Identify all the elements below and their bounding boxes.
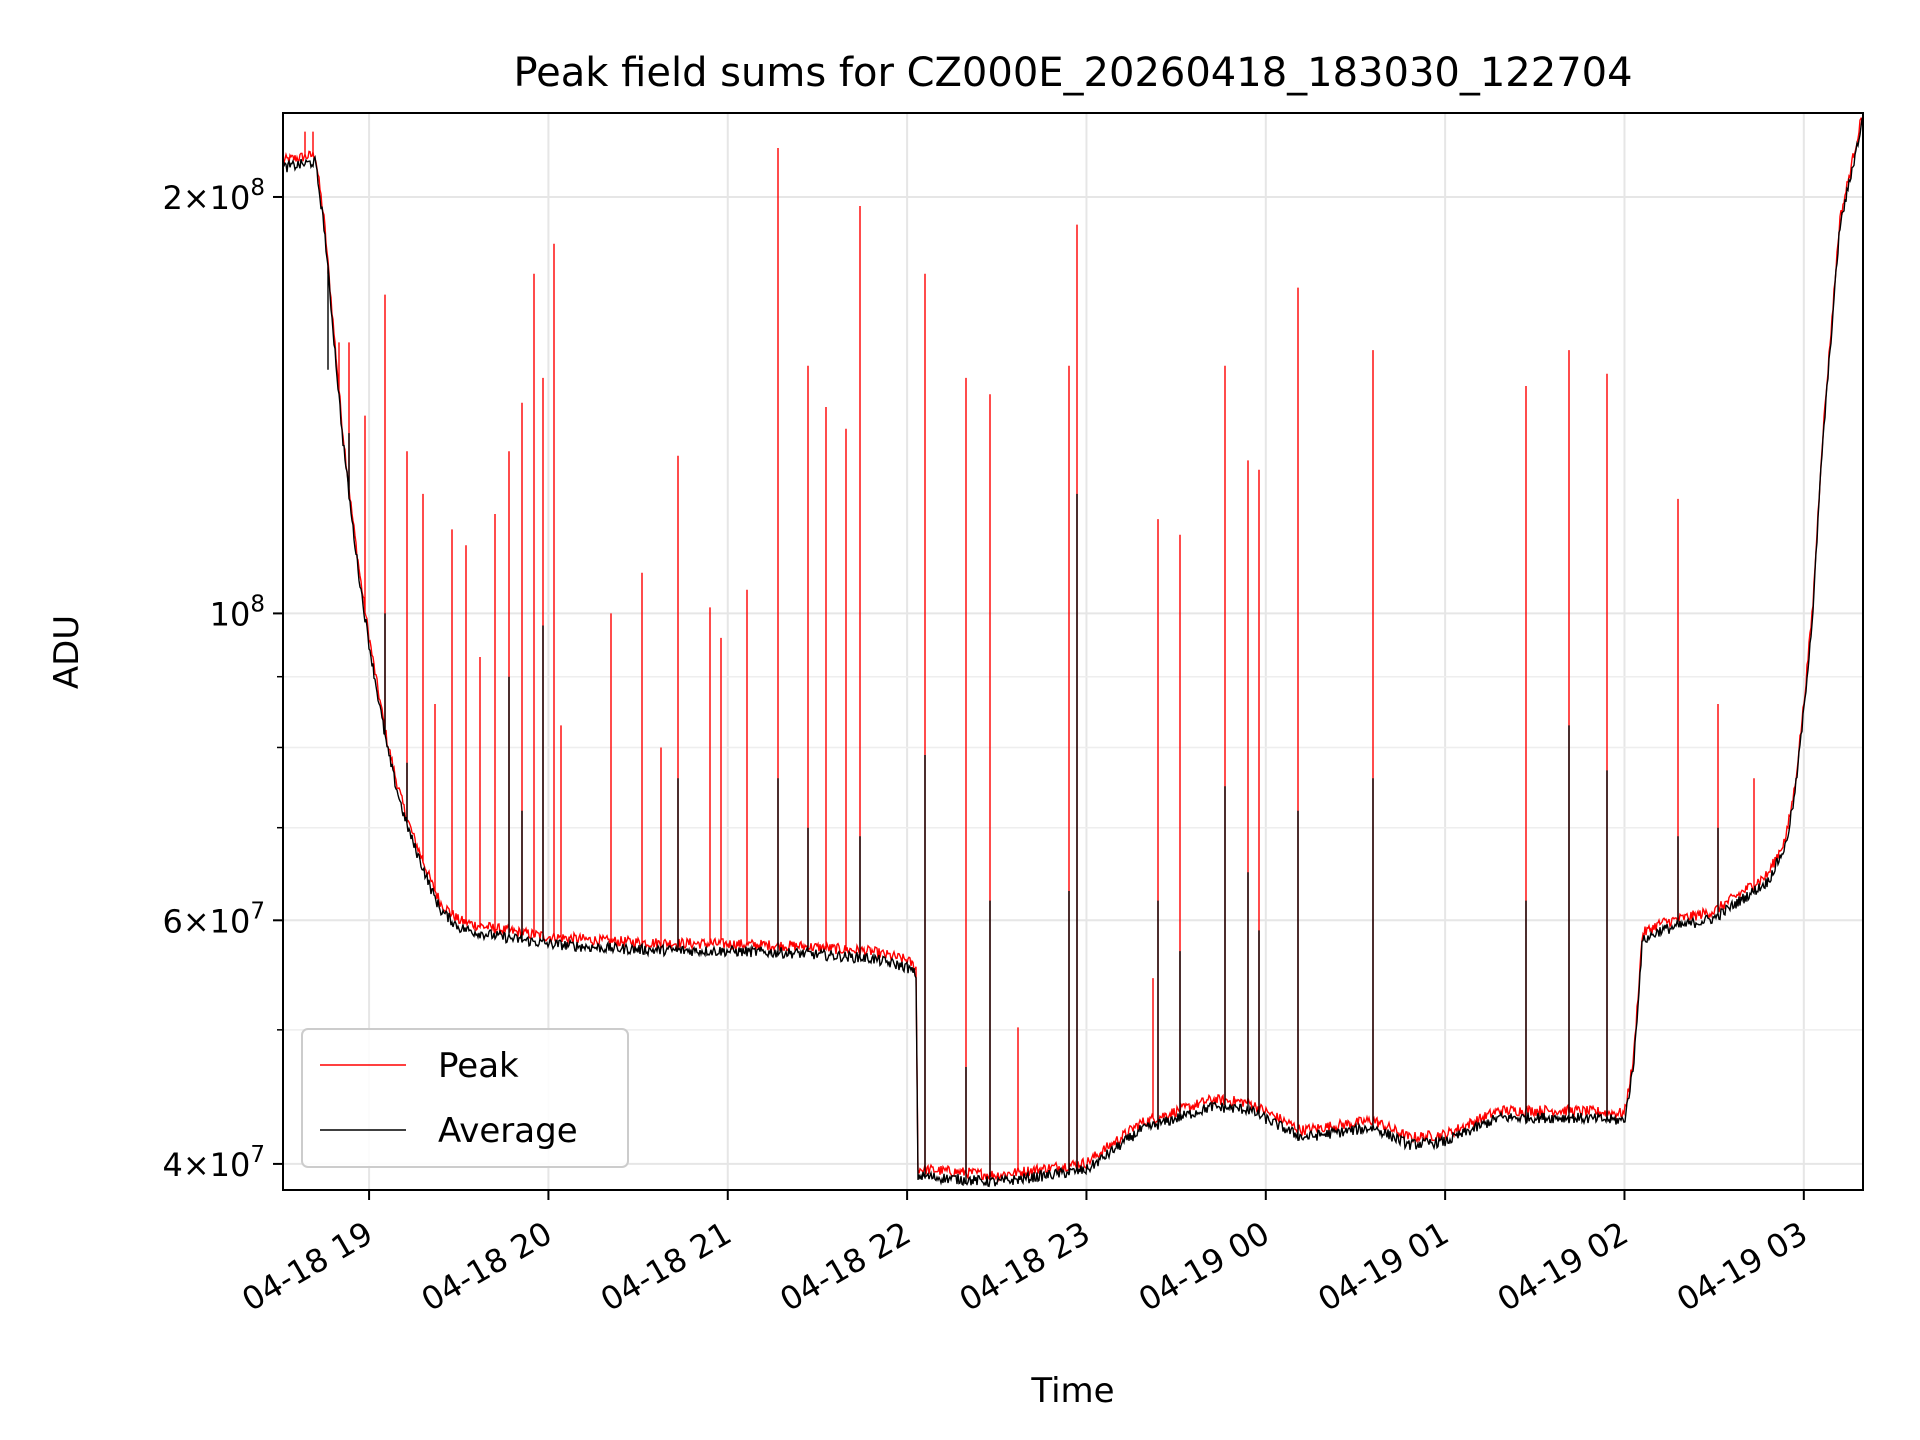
y-tick-label: 108: [210, 591, 265, 633]
chart-title: Peak field sums for CZ000E_20260418_1830…: [513, 50, 1632, 96]
legend: Peak Average: [301, 1028, 629, 1168]
y-tick-label: 6×107: [162, 898, 265, 940]
plot-lines: [283, 114, 1863, 1188]
y-axis: 4×107 6×107 108 2×108: [162, 175, 283, 1184]
y-axis-label: ADU: [47, 615, 87, 689]
average-series-line: [283, 117, 1863, 1188]
legend-average-label: Average: [438, 1111, 578, 1151]
y-tick-label: 4×107: [162, 1142, 265, 1184]
y-tick-label: 2×108: [162, 175, 265, 217]
legend-peak-label: Peak: [438, 1046, 519, 1086]
plot-frame: [282, 112, 1864, 1191]
legend-box: [301, 1028, 629, 1168]
grid-lines: [283, 113, 1863, 1190]
x-axis-label: Time: [1030, 1371, 1114, 1411]
peak-series-line: [283, 114, 1863, 1183]
